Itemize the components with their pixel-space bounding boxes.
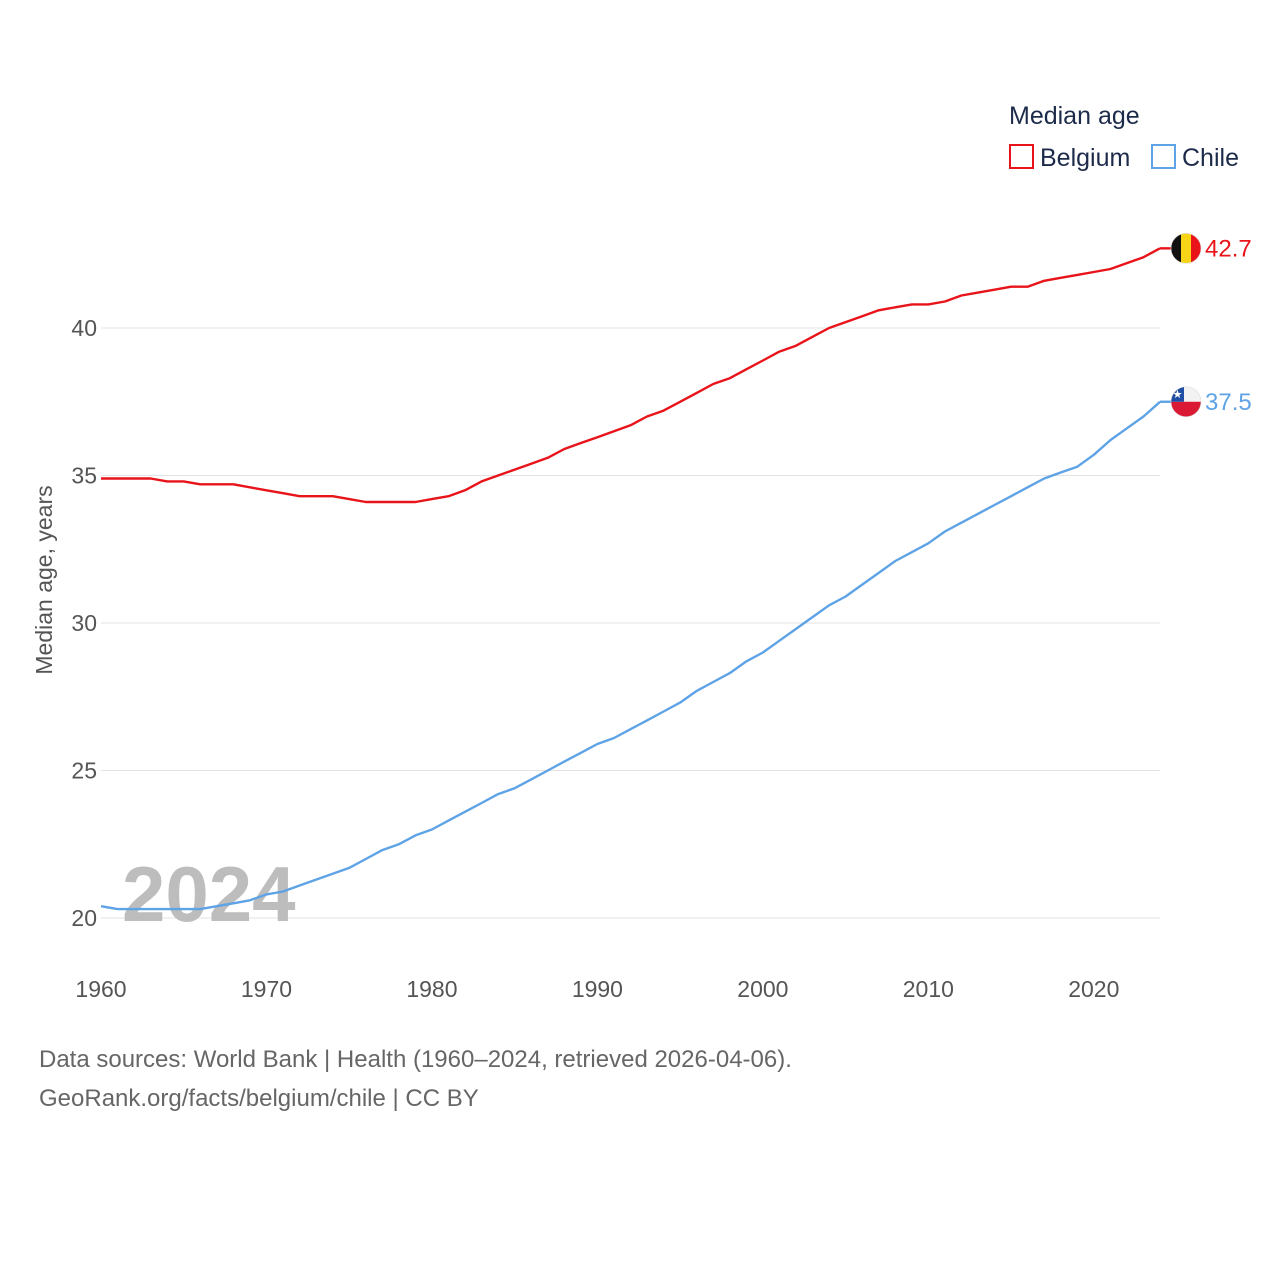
y-tick-label: 35 [71,463,97,489]
legend-item-chile[interactable]: Chile [1151,144,1239,172]
y-tick-label: 40 [71,315,97,341]
x-tick-label: 2020 [1068,976,1119,1002]
end-value-label-belgium: 42.7 [1205,235,1252,262]
x-tick-label: 1980 [406,976,457,1002]
x-tick-label: 1960 [75,976,126,1002]
data-source-note: Data sources: World Bank | Health (1960–… [39,1046,792,1073]
y-axis-ticks: 20 25 30 35 40 [71,315,97,931]
legend-swatch [1151,144,1176,169]
x-tick-label: 1990 [572,976,623,1002]
x-axis-ticks: 1960 1970 1980 1990 2000 2010 2020 [75,976,1119,1002]
x-tick-label: 1970 [241,976,292,1002]
y-tick-label: 30 [71,610,97,636]
legend: Median age Belgium Chile [1009,102,1239,172]
series-end-markers: 42.7 37.5 [1160,233,1252,418]
chile-flag-icon [1170,386,1202,418]
series-lines [100,247,1161,911]
y-tick-label: 20 [71,905,97,931]
legend-title: Median age [1009,102,1140,130]
legend-label: Chile [1182,144,1239,172]
legend-swatch [1009,144,1034,169]
legend-label: Belgium [1040,144,1130,172]
gridlines [101,327,1160,919]
y-axis-title: Median age, years [31,485,57,674]
attribution-link[interactable]: GeoRank.org/facts/belgium/chile | CC BY [39,1085,479,1112]
belgium-flag-icon [1170,233,1202,264]
x-tick-label: 2010 [903,976,954,1002]
series-line-belgium [101,247,1161,504]
legend-item-belgium[interactable]: Belgium [1009,144,1130,172]
series-line-chile [100,400,1161,911]
end-value-label-chile: 37.5 [1205,389,1252,416]
y-tick-label: 25 [71,758,97,784]
x-tick-label: 2000 [737,976,788,1002]
